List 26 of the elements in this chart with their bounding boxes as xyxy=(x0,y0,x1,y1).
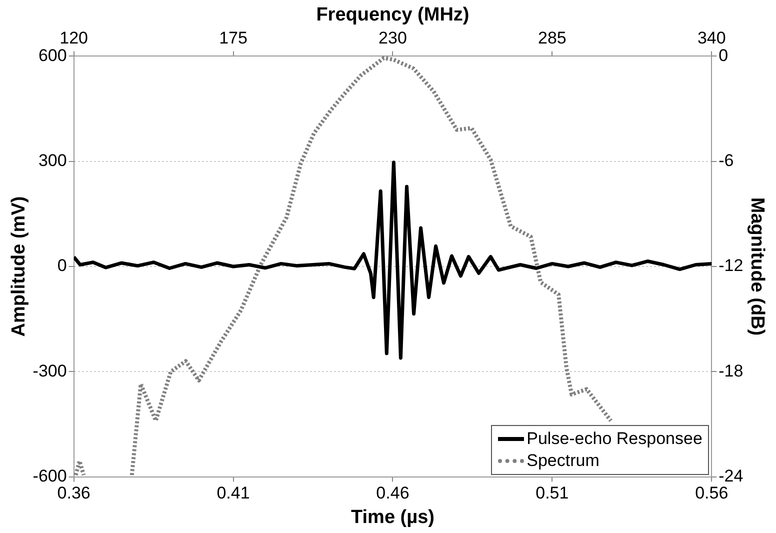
y-tick-label: -300 xyxy=(32,361,67,380)
legend-label: Pulse-echo Responsee xyxy=(526,428,702,450)
x2-tick-label: 230 xyxy=(378,28,407,48)
y2-tick-label: 0 xyxy=(718,46,728,65)
x2-tick-label: 285 xyxy=(538,28,566,48)
y-tick-label: 600 xyxy=(38,46,67,65)
x2-tick-label: 120 xyxy=(60,28,88,48)
x-tick-label: 0.51 xyxy=(536,484,569,503)
y-tick-label: -600 xyxy=(32,466,67,486)
x-axis-title: Time (µs) xyxy=(351,506,434,528)
y2-tick-label: -18 xyxy=(718,361,744,380)
y-tick-label: 300 xyxy=(38,151,67,170)
x-tick-label: 0.56 xyxy=(695,484,728,503)
x-tick-label: 0.41 xyxy=(216,484,250,503)
y2-tick-label: -6 xyxy=(718,151,734,170)
y2-tick-label: -12 xyxy=(718,256,744,276)
y-axis-title: Amplitude (mV) xyxy=(8,196,30,337)
x2-tick-label: 175 xyxy=(219,28,248,48)
x-tick-label: 0.36 xyxy=(57,484,90,503)
y2-tick-label: -24 xyxy=(718,466,744,486)
x2-axis-title: Frequency (MHz) xyxy=(316,4,470,26)
legend-label: Spectrum xyxy=(526,450,600,472)
x2-tick-label: 340 xyxy=(697,28,726,48)
y2-axis-title: Magnitude (dB) xyxy=(746,197,768,336)
y-tick-label: 0 xyxy=(57,256,67,276)
x-tick-label: 0.46 xyxy=(376,484,410,503)
